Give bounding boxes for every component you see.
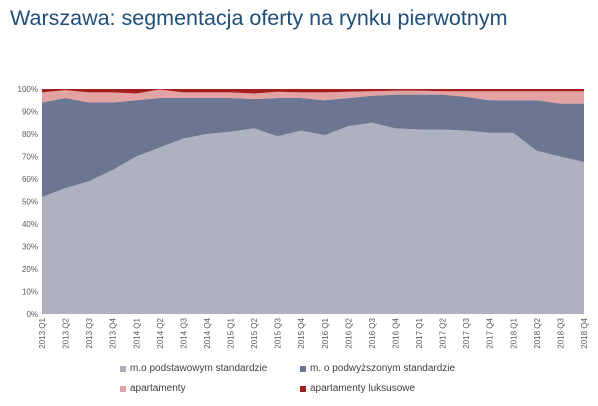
x-tick-label: 2013 Q4 [109,317,118,348]
x-tick-label: 2017 Q1 [415,317,424,348]
x-tick-label: 2016 Q2 [344,317,353,348]
x-tick-label: 2018 Q1 [509,317,518,348]
x-tick-label: 2017 Q3 [462,317,471,348]
x-tick-label: 2013 Q1 [38,317,47,348]
x-tick-label: 2018 Q3 [556,317,565,348]
legend-label-apartments: apartamenty [130,383,186,394]
legend-label-raised: m. o podwyższonym standardzie [310,363,456,374]
x-tick-label: 2016 Q4 [391,317,400,348]
x-tick-label: 2014 Q4 [203,317,212,348]
x-tick-label: 2015 Q2 [250,317,259,348]
legend-swatch-raised [300,365,306,372]
legend-label-luxury: apartamenty luksusowe [310,383,416,394]
legend-item-apartments: apartamenty [120,383,186,394]
y-tick-label: 90% [22,108,38,117]
y-axis-ticks: 0% 10% 20% 30% 40% 50% 60% 70% 80% 90% 100% [18,85,38,319]
legend-swatch-apartments [120,385,126,392]
x-tick-label: 2015 Q4 [297,317,306,348]
x-tick-label: 2015 Q1 [227,317,236,348]
area-series-1 [42,94,584,197]
x-tick-label: 2013 Q2 [62,317,71,348]
y-tick-label: 60% [22,175,38,184]
legend-swatch-luxury [300,385,306,392]
y-tick-label: 10% [22,288,38,297]
chart-areas [42,89,584,314]
legend-item-luxury: apartamenty luksusowe [300,383,415,394]
x-tick-label: 2015 Q3 [274,317,283,348]
y-tick-label: 50% [22,198,38,207]
x-tick-label: 2016 Q3 [368,317,377,348]
legend-item-standard: m.o podstawowym standardzie [120,363,267,374]
legend-label-standard: m.o podstawowym standardzie [130,363,268,374]
y-tick-label: 70% [22,153,38,162]
chart-title: Warszawa: segmentacja oferty na rynku pi… [10,6,508,30]
y-tick-label: 20% [22,265,38,274]
y-tick-label: 80% [22,130,38,139]
y-tick-label: 40% [22,220,38,229]
x-tick-label: 2018 Q2 [533,317,542,348]
x-axis-ticks: 2013 Q1 2013 Q2 2013 Q3 2013 Q4 2014 Q1 2014 … [38,317,589,348]
x-tick-label: 2016 Q1 [321,317,330,348]
x-tick-label: 2014 Q3 [179,317,188,348]
x-tick-label: 2013 Q3 [85,317,94,348]
area-series-0 [42,122,584,314]
area-series-2 [42,89,584,104]
area-series-3 [42,89,584,94]
y-tick-label: 0% [26,310,38,319]
x-tick-label: 2018 Q4 [580,317,589,348]
y-tick-label: 100% [18,85,38,94]
legend-swatch-standard [120,365,126,372]
x-tick-label: 2014 Q2 [156,317,165,348]
x-tick-label: 2014 Q1 [132,317,141,348]
x-tick-label: 2017 Q2 [439,317,448,348]
x-tick-label: 2017 Q4 [486,317,495,348]
legend-item-raised: m. o podwyższonym standardzie [300,363,455,374]
y-tick-label: 30% [22,243,38,252]
